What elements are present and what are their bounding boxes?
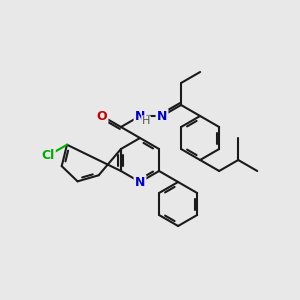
Text: Cl: Cl xyxy=(41,149,55,162)
Text: N: N xyxy=(157,110,167,122)
Text: N: N xyxy=(135,110,145,122)
Text: O: O xyxy=(97,110,107,122)
Text: H: H xyxy=(142,116,150,126)
Text: N: N xyxy=(135,176,145,188)
